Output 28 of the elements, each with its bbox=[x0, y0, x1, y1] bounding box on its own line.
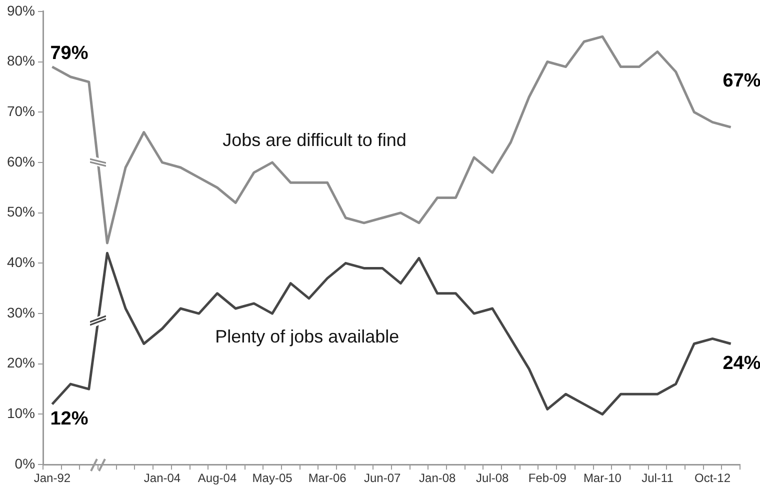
y-tick-label: 20% bbox=[6, 354, 36, 371]
x-tick-label: Jan-08 bbox=[419, 471, 456, 486]
y-tick-label: 40% bbox=[6, 254, 36, 270]
data-label: 24% bbox=[722, 352, 760, 374]
y-tick-label: 80% bbox=[6, 52, 36, 69]
x-tick-label: Oct-12 bbox=[694, 471, 731, 486]
series-label: Jobs are difficult to find bbox=[222, 130, 406, 150]
y-tick-label: 0% bbox=[14, 455, 36, 472]
data-label: 67% bbox=[722, 70, 760, 92]
y-tick-label: 50% bbox=[6, 204, 36, 220]
series-label: Plenty of jobs available bbox=[215, 326, 400, 347]
x-tick-label: Jul-08 bbox=[476, 471, 510, 486]
y-tick-label: 90% bbox=[6, 2, 36, 18]
y-tick-label: 10% bbox=[6, 405, 36, 422]
x-tick-label: Jul-11 bbox=[642, 471, 674, 486]
y-tick-label: 70% bbox=[6, 102, 36, 119]
y-tick-label: 60% bbox=[6, 153, 36, 170]
y-tick-label: 30% bbox=[6, 304, 36, 320]
data-label: 12% bbox=[50, 408, 88, 430]
x-tick-label: Aug-04 bbox=[198, 471, 237, 486]
x-tick-label: Mar-06 bbox=[308, 471, 347, 486]
data-label: 79% bbox=[50, 43, 88, 64]
x-tick-label: Jun-07 bbox=[364, 471, 402, 486]
x-tick-label: Feb-09 bbox=[528, 471, 567, 486]
x-tick-label: May-05 bbox=[252, 471, 293, 486]
x-tick-label: Jan-04 bbox=[144, 471, 181, 486]
x-tick-label: Jan-92 bbox=[34, 471, 71, 486]
x-tick-label: Mar-10 bbox=[583, 471, 622, 486]
